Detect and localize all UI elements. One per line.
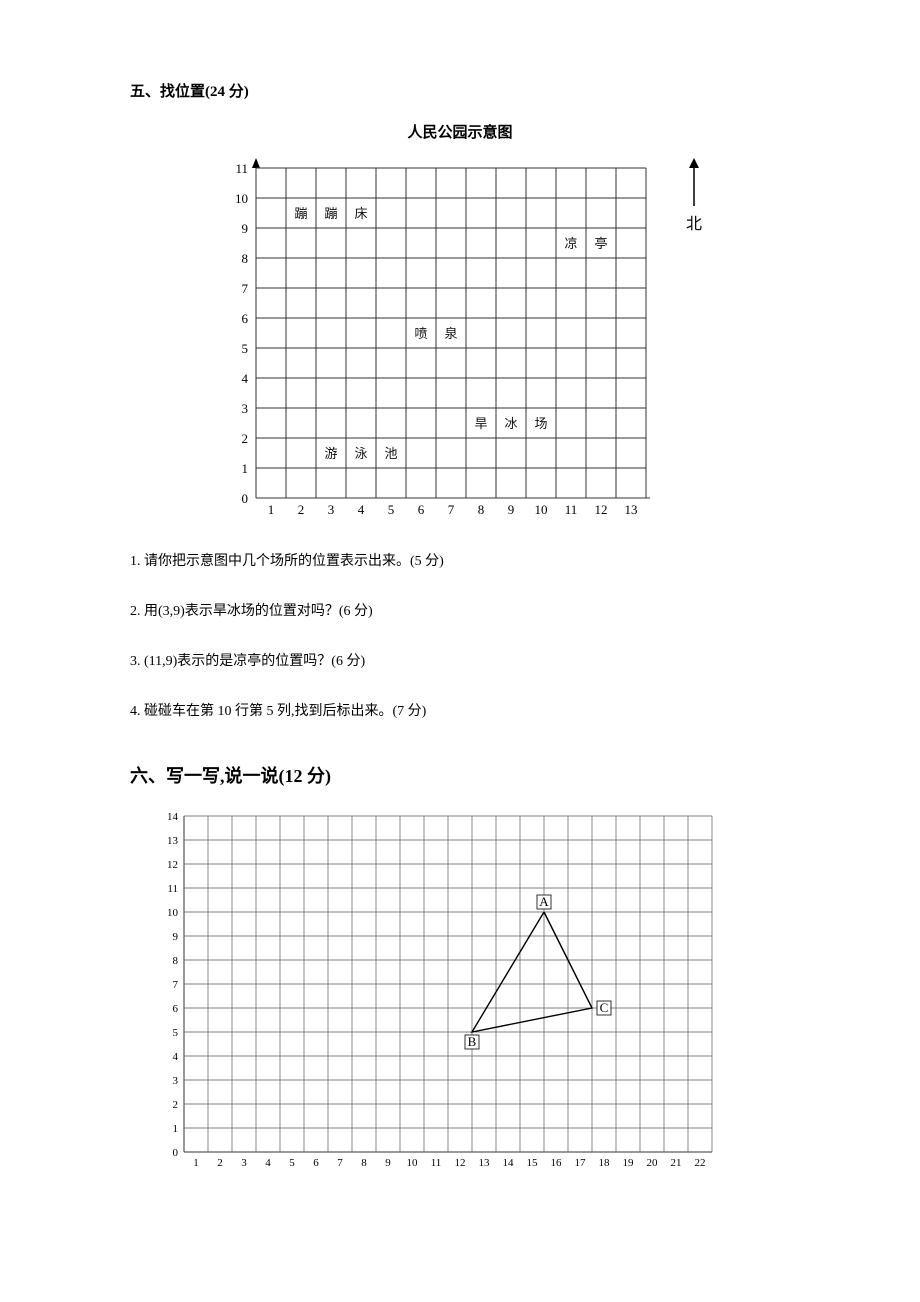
svg-text:9: 9 bbox=[173, 931, 179, 943]
svg-text:8: 8 bbox=[478, 502, 485, 517]
park-chart-block: 人民公园示意图 0123456789101112345678910111213蹦… bbox=[218, 121, 702, 520]
svg-text:17: 17 bbox=[575, 1157, 587, 1169]
park-chart-wrap: 人民公园示意图 0123456789101112345678910111213蹦… bbox=[130, 121, 790, 520]
svg-text:1: 1 bbox=[268, 502, 275, 517]
svg-text:3: 3 bbox=[241, 1157, 247, 1169]
svg-text:15: 15 bbox=[527, 1157, 539, 1169]
svg-text:10: 10 bbox=[407, 1157, 419, 1169]
svg-text:A: A bbox=[539, 894, 549, 909]
triangle-chart-wrap: 0123456789101112131412345678910111213141… bbox=[150, 800, 790, 1180]
svg-text:7: 7 bbox=[337, 1157, 343, 1169]
park-chart-title: 人民公园示意图 bbox=[218, 121, 702, 142]
svg-text:5: 5 bbox=[289, 1157, 295, 1169]
svg-text:10: 10 bbox=[167, 907, 179, 919]
svg-text:12: 12 bbox=[167, 859, 178, 871]
svg-text:2: 2 bbox=[173, 1099, 179, 1111]
section-5: 五、找位置(24 分) 人民公园示意图 01234567891011123456… bbox=[130, 80, 790, 720]
svg-text:13: 13 bbox=[624, 502, 637, 517]
svg-text:蹦: 蹦 bbox=[294, 206, 307, 221]
north-label: 北 bbox=[686, 210, 702, 234]
svg-text:3: 3 bbox=[328, 502, 335, 517]
svg-text:7: 7 bbox=[448, 502, 455, 517]
section-5-title: 五、找位置(24 分) bbox=[130, 80, 790, 101]
svg-text:21: 21 bbox=[671, 1157, 682, 1169]
svg-text:C: C bbox=[600, 1000, 609, 1015]
question-4: 4. 碰碰车在第 10 行第 5 列,找到后标出来。(7 分) bbox=[130, 700, 790, 720]
svg-text:0: 0 bbox=[173, 1147, 179, 1159]
svg-text:10: 10 bbox=[235, 191, 248, 206]
svg-text:2: 2 bbox=[298, 502, 305, 517]
svg-text:14: 14 bbox=[503, 1157, 515, 1169]
svg-text:池: 池 bbox=[384, 446, 397, 461]
svg-text:19: 19 bbox=[623, 1157, 635, 1169]
svg-text:6: 6 bbox=[313, 1157, 319, 1169]
section-6: 六、写一写,说一说(12 分) 012345678910111213141234… bbox=[130, 762, 790, 1180]
north-arrow-icon bbox=[687, 158, 701, 208]
svg-text:9: 9 bbox=[385, 1157, 391, 1169]
north-indicator: 北 bbox=[686, 158, 702, 234]
svg-text:4: 4 bbox=[241, 371, 248, 386]
svg-text:10: 10 bbox=[534, 502, 547, 517]
svg-text:11: 11 bbox=[167, 883, 178, 895]
svg-text:1: 1 bbox=[241, 461, 248, 476]
svg-text:床: 床 bbox=[354, 206, 367, 221]
svg-text:0: 0 bbox=[241, 491, 248, 506]
svg-text:2: 2 bbox=[241, 431, 248, 446]
svg-text:13: 13 bbox=[479, 1157, 491, 1169]
svg-text:5: 5 bbox=[241, 341, 248, 356]
question-2: 2. 用(3,9)表示旱冰场的位置对吗？(6 分) bbox=[130, 600, 790, 620]
section-5-questions: 1. 请你把示意图中几个场所的位置表示出来。(5 分) 2. 用(3,9)表示旱… bbox=[130, 550, 790, 720]
svg-text:7: 7 bbox=[241, 281, 248, 296]
svg-text:11: 11 bbox=[565, 502, 578, 517]
svg-text:泳: 泳 bbox=[354, 446, 367, 461]
svg-text:游: 游 bbox=[324, 446, 337, 461]
svg-text:22: 22 bbox=[695, 1157, 706, 1169]
svg-text:凉: 凉 bbox=[564, 236, 577, 251]
svg-text:旱: 旱 bbox=[474, 416, 487, 431]
svg-text:9: 9 bbox=[508, 502, 515, 517]
svg-text:12: 12 bbox=[455, 1157, 466, 1169]
svg-text:11: 11 bbox=[431, 1157, 442, 1169]
svg-text:B: B bbox=[468, 1034, 477, 1049]
svg-text:9: 9 bbox=[241, 221, 248, 236]
svg-text:5: 5 bbox=[388, 502, 395, 517]
svg-text:5: 5 bbox=[173, 1027, 179, 1039]
svg-text:11: 11 bbox=[235, 161, 248, 176]
svg-text:场: 场 bbox=[534, 416, 547, 431]
svg-text:蹦: 蹦 bbox=[324, 206, 337, 221]
svg-text:喷: 喷 bbox=[414, 326, 427, 341]
svg-text:6: 6 bbox=[173, 1003, 179, 1015]
svg-text:1: 1 bbox=[173, 1123, 179, 1135]
svg-text:3: 3 bbox=[173, 1075, 179, 1087]
park-chart-row: 0123456789101112345678910111213蹦蹦床凉亭喷泉旱冰… bbox=[218, 150, 702, 520]
svg-text:4: 4 bbox=[265, 1157, 271, 1169]
svg-text:14: 14 bbox=[167, 811, 179, 823]
svg-text:冰: 冰 bbox=[504, 416, 517, 431]
svg-text:6: 6 bbox=[418, 502, 425, 517]
section-6-title: 六、写一写,说一说(12 分) bbox=[130, 762, 790, 788]
svg-text:16: 16 bbox=[551, 1157, 563, 1169]
svg-text:18: 18 bbox=[599, 1157, 611, 1169]
svg-text:1: 1 bbox=[193, 1157, 199, 1169]
svg-text:20: 20 bbox=[647, 1157, 659, 1169]
svg-text:4: 4 bbox=[173, 1051, 179, 1063]
question-1: 1. 请你把示意图中几个场所的位置表示出来。(5 分) bbox=[130, 550, 790, 570]
svg-text:6: 6 bbox=[241, 311, 248, 326]
svg-text:4: 4 bbox=[358, 502, 365, 517]
question-3: 3. (11,9)表示的是凉亭的位置吗？(6 分) bbox=[130, 650, 790, 670]
svg-text:8: 8 bbox=[173, 955, 179, 967]
triangle-grid-svg: 0123456789101112131412345678910111213141… bbox=[150, 800, 740, 1180]
svg-text:2: 2 bbox=[217, 1157, 223, 1169]
svg-text:12: 12 bbox=[594, 502, 607, 517]
svg-text:亭: 亭 bbox=[594, 236, 607, 251]
park-grid-svg: 0123456789101112345678910111213蹦蹦床凉亭喷泉旱冰… bbox=[218, 150, 668, 520]
svg-text:7: 7 bbox=[173, 979, 179, 991]
svg-text:8: 8 bbox=[241, 251, 248, 266]
svg-text:8: 8 bbox=[361, 1157, 367, 1169]
svg-text:3: 3 bbox=[241, 401, 248, 416]
svg-text:13: 13 bbox=[167, 835, 179, 847]
svg-text:泉: 泉 bbox=[444, 326, 457, 341]
